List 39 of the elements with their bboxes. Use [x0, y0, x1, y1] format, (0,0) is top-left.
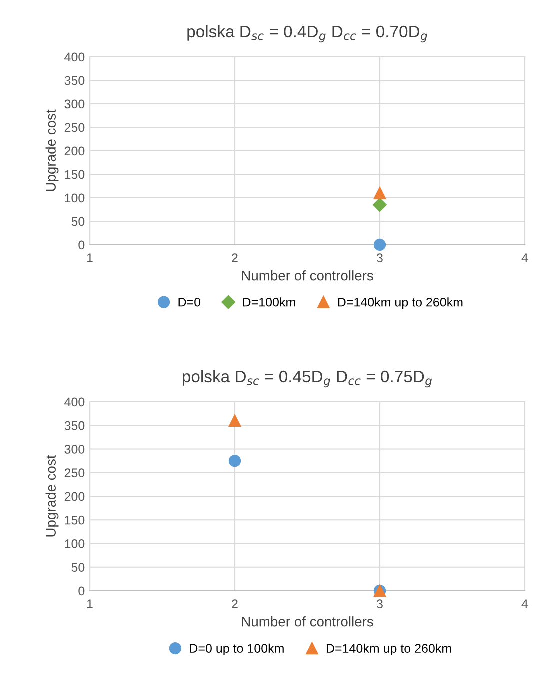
legend-label: D=140km up to 260km — [326, 644, 452, 656]
legend-label: D=0 up to 100km — [190, 644, 284, 656]
x-axis-title: Number of controllers — [242, 270, 374, 281]
y-tick-label: 200 — [64, 492, 85, 502]
y-tick-label: 50 — [72, 563, 85, 572]
y-tick-label: 350 — [64, 421, 85, 430]
y-tick-label: 100 — [65, 540, 85, 548]
y-tick-label: 0 — [78, 586, 85, 596]
y-tick-label: 150 — [65, 170, 85, 180]
point — [228, 454, 242, 468]
x-tick-label: 4 — [522, 254, 528, 262]
point — [228, 414, 242, 427]
x-tick-label: 2 — [232, 254, 238, 262]
legend-label: D=100km — [243, 298, 296, 307]
chart-title: polska D$_{sc}$ = 0.45D$_{g}$ D$_{cc}$ = 0.75D$_{g}$ — [182, 370, 432, 388]
x-tick-label: 3 — [377, 254, 383, 263]
y-tick-label: 400 — [64, 52, 85, 62]
y-axis-title: Upgrade cost — [46, 110, 59, 192]
y-tick-label: 100 — [65, 194, 85, 203]
y-tick-label: 200 — [64, 146, 85, 156]
x-tick-label: 2 — [232, 600, 238, 608]
y-tick-label: 150 — [65, 516, 85, 525]
y-tick-label: 250 — [64, 468, 85, 478]
legend-label: D=0 — [178, 298, 201, 307]
chart-title: polska D$_{sc}$ = 0.4D$_{g}$ D$_{cc}$ = 0.70D$_{g}$ — [188, 25, 428, 43]
y-tick-label: 350 — [64, 76, 85, 86]
y-tick-label: 50 — [72, 217, 85, 226]
y-tick-label: 400 — [64, 398, 85, 407]
legend-label: D=140km up to 260km — [338, 298, 463, 310]
y-axis-title: Upgrade cost — [46, 455, 59, 537]
x-axis-title: Number of controllers — [242, 616, 374, 627]
x-tick-label: 1 — [87, 254, 93, 262]
y-tick-label: 300 — [64, 100, 85, 109]
x-tick-label: 1 — [87, 600, 93, 608]
y-tick-label: 0 — [78, 240, 85, 250]
x-tick-label: 3 — [377, 600, 383, 609]
y-tick-label: 250 — [64, 123, 85, 132]
y-tick-label: 300 — [64, 445, 85, 454]
x-tick-label: 4 — [522, 600, 528, 608]
